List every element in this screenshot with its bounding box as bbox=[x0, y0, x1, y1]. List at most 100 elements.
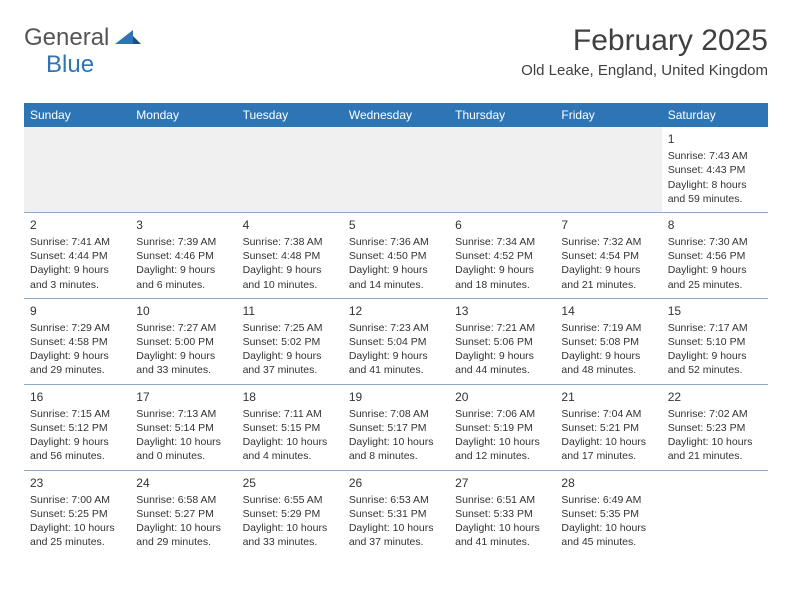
day-number: 2 bbox=[30, 217, 124, 233]
day-header: Wednesday bbox=[343, 103, 449, 127]
day-info: Sunrise: 7:32 AMSunset: 4:54 PMDaylight:… bbox=[561, 235, 655, 292]
calendar-cell bbox=[130, 127, 236, 212]
day-info: Sunrise: 7:36 AMSunset: 4:50 PMDaylight:… bbox=[349, 235, 443, 292]
day-header: Saturday bbox=[662, 103, 768, 127]
day-number: 5 bbox=[349, 217, 443, 233]
calendar-cell: 25 Sunrise: 6:55 AMSunset: 5:29 PMDayligh… bbox=[237, 470, 343, 555]
calendar-cell: 15Sunrise: 7:17 AMSunset: 5:10 PMDayligh… bbox=[662, 298, 768, 384]
calendar-cell: 8 Sunrise: 7:30 AMSunset: 4:56 PMDaylight… bbox=[662, 212, 768, 298]
day-info: Sunrise: 7:06 AMSunset: 5:19 PMDaylight:… bbox=[455, 407, 549, 464]
calendar-cell: 12Sunrise: 7:23 AMSunset: 5:04 PMDayligh… bbox=[343, 298, 449, 384]
day-info: Sunrise: 7:39 AMSunset: 4:46 PMDaylight:… bbox=[136, 235, 230, 292]
day-number: 15 bbox=[668, 303, 762, 319]
calendar-row: 1 Sunrise: 7:43 AMSunset: 4:43 PMDaylight… bbox=[24, 127, 768, 212]
logo: General bbox=[24, 24, 143, 52]
day-number: 8 bbox=[668, 217, 762, 233]
calendar-cell: 6 Sunrise: 7:34 AMSunset: 4:52 PMDaylight… bbox=[449, 212, 555, 298]
day-info: Sunrise: 7:27 AMSunset: 5:00 PMDaylight:… bbox=[136, 321, 230, 378]
calendar-body: 1 Sunrise: 7:43 AMSunset: 4:43 PMDaylight… bbox=[24, 127, 768, 555]
day-info: Sunrise: 7:21 AMSunset: 5:06 PMDaylight:… bbox=[455, 321, 549, 378]
day-info: Sunrise: 7:23 AMSunset: 5:04 PMDaylight:… bbox=[349, 321, 443, 378]
calendar-cell: 2 Sunrise: 7:41 AMSunset: 4:44 PMDaylight… bbox=[24, 212, 130, 298]
day-info: Sunrise: 7:02 AMSunset: 5:23 PMDaylight:… bbox=[668, 407, 762, 464]
calendar-cell bbox=[237, 127, 343, 212]
calendar-cell: 18 Sunrise: 7:11 AMSunset: 5:15 PMDayligh… bbox=[237, 384, 343, 470]
day-number: 22 bbox=[668, 389, 762, 405]
day-info: Sunrise: 6:51 AMSunset: 5:33 PMDaylight:… bbox=[455, 493, 549, 550]
day-info: Sunrise: 7:15 AMSunset: 5:12 PMDaylight:… bbox=[30, 407, 124, 464]
day-info: Sunrise: 7:38 AMSunset: 4:48 PMDaylight:… bbox=[243, 235, 337, 292]
day-info: Sunrise: 7:13 AMSunset: 5:14 PMDaylight:… bbox=[136, 407, 230, 464]
month-title: February 2025 bbox=[521, 24, 768, 58]
day-info: Sunrise: 7:08 AMSunset: 5:17 PMDaylight:… bbox=[349, 407, 443, 464]
day-number: 10 bbox=[136, 303, 230, 319]
calendar-cell: 14 Sunrise: 7:19 AMSunset: 5:08 PMDayligh… bbox=[555, 298, 661, 384]
day-number: 11 bbox=[243, 303, 337, 319]
calendar-cell: 10 Sunrise: 7:27 AMSunset: 5:00 PMDayligh… bbox=[130, 298, 236, 384]
logo-text-general: General bbox=[24, 24, 109, 52]
day-number: 16 bbox=[30, 389, 124, 405]
day-number: 27 bbox=[455, 475, 549, 491]
calendar-cell: 5 Sunrise: 7:36 AMSunset: 4:50 PMDaylight… bbox=[343, 212, 449, 298]
calendar-row: 9 Sunrise: 7:29 AMSunset: 4:58 PMDaylight… bbox=[24, 298, 768, 384]
calendar-cell: 1 Sunrise: 7:43 AMSunset: 4:43 PMDaylight… bbox=[662, 127, 768, 212]
day-info: Sunrise: 7:34 AMSunset: 4:52 PMDaylight:… bbox=[455, 235, 549, 292]
day-number: 3 bbox=[136, 217, 230, 233]
day-info: Sunrise: 6:55 AMSunset: 5:29 PMDaylight:… bbox=[243, 493, 337, 550]
calendar-cell bbox=[555, 127, 661, 212]
day-number: 7 bbox=[561, 217, 655, 233]
day-number: 18 bbox=[243, 389, 337, 405]
location: Old Leake, England, United Kingdom bbox=[521, 62, 768, 79]
day-number: 23 bbox=[30, 475, 124, 491]
day-number: 6 bbox=[455, 217, 549, 233]
calendar-row: 23 Sunrise: 7:00 AMSunset: 5:25 PMDayligh… bbox=[24, 470, 768, 555]
day-info: Sunrise: 7:43 AMSunset: 4:43 PMDaylight:… bbox=[668, 149, 762, 206]
day-info: Sunrise: 6:49 AMSunset: 5:35 PMDaylight:… bbox=[561, 493, 655, 550]
calendar-cell: 11 Sunrise: 7:25 AMSunset: 5:02 PMDayligh… bbox=[237, 298, 343, 384]
day-number: 13 bbox=[455, 303, 549, 319]
day-number: 25 bbox=[243, 475, 337, 491]
title-block: February 2025 Old Leake, England, United… bbox=[521, 24, 768, 79]
calendar-cell: 27 Sunrise: 6:51 AMSunset: 5:33 PMDayligh… bbox=[449, 470, 555, 555]
calendar-row: 16 Sunrise: 7:15 AMSunset: 5:12 PMDayligh… bbox=[24, 384, 768, 470]
day-info: Sunrise: 7:11 AMSunset: 5:15 PMDaylight:… bbox=[243, 407, 337, 464]
day-info: Sunrise: 7:19 AMSunset: 5:08 PMDaylight:… bbox=[561, 321, 655, 378]
day-header: Monday bbox=[130, 103, 236, 127]
calendar-cell: 20 Sunrise: 7:06 AMSunset: 5:19 PMDayligh… bbox=[449, 384, 555, 470]
calendar-cell: 21 Sunrise: 7:04 AMSunset: 5:21 PMDayligh… bbox=[555, 384, 661, 470]
day-number: 4 bbox=[243, 217, 337, 233]
day-number: 28 bbox=[561, 475, 655, 491]
calendar-cell: 4 Sunrise: 7:38 AMSunset: 4:48 PMDaylight… bbox=[237, 212, 343, 298]
calendar-cell bbox=[343, 127, 449, 212]
day-info: Sunrise: 7:25 AMSunset: 5:02 PMDaylight:… bbox=[243, 321, 337, 378]
calendar-cell: 28 Sunrise: 6:49 AMSunset: 5:35 PMDayligh… bbox=[555, 470, 661, 555]
day-info: Sunrise: 7:00 AMSunset: 5:25 PMDaylight:… bbox=[30, 493, 124, 550]
day-info: Sunrise: 7:29 AMSunset: 4:58 PMDaylight:… bbox=[30, 321, 124, 378]
calendar-cell: 26Sunrise: 6:53 AMSunset: 5:31 PMDayligh… bbox=[343, 470, 449, 555]
calendar-cell: 16 Sunrise: 7:15 AMSunset: 5:12 PMDayligh… bbox=[24, 384, 130, 470]
calendar-row: 2 Sunrise: 7:41 AMSunset: 4:44 PMDaylight… bbox=[24, 212, 768, 298]
day-info: Sunrise: 7:30 AMSunset: 4:56 PMDaylight:… bbox=[668, 235, 762, 292]
calendar-table: SundayMondayTuesdayWednesdayThursdayFrid… bbox=[24, 103, 768, 555]
calendar-cell: 19Sunrise: 7:08 AMSunset: 5:17 PMDayligh… bbox=[343, 384, 449, 470]
calendar-cell bbox=[662, 470, 768, 555]
day-info: Sunrise: 7:04 AMSunset: 5:21 PMDaylight:… bbox=[561, 407, 655, 464]
day-number: 1 bbox=[668, 131, 762, 147]
day-number: 21 bbox=[561, 389, 655, 405]
calendar-cell bbox=[24, 127, 130, 212]
day-header: Friday bbox=[555, 103, 661, 127]
calendar-cell: 17 Sunrise: 7:13 AMSunset: 5:14 PMDayligh… bbox=[130, 384, 236, 470]
day-header: Thursday bbox=[449, 103, 555, 127]
day-info: Sunrise: 6:53 AMSunset: 5:31 PMDaylight:… bbox=[349, 493, 443, 550]
calendar-cell: 7 Sunrise: 7:32 AMSunset: 4:54 PMDaylight… bbox=[555, 212, 661, 298]
calendar-head: SundayMondayTuesdayWednesdayThursdayFrid… bbox=[24, 103, 768, 127]
day-number: 14 bbox=[561, 303, 655, 319]
day-info: Sunrise: 7:41 AMSunset: 4:44 PMDaylight:… bbox=[30, 235, 124, 292]
day-number: 20 bbox=[455, 389, 549, 405]
day-number: 24 bbox=[136, 475, 230, 491]
calendar-cell: 13 Sunrise: 7:21 AMSunset: 5:06 PMDayligh… bbox=[449, 298, 555, 384]
calendar-cell: 24Sunrise: 6:58 AMSunset: 5:27 PMDayligh… bbox=[130, 470, 236, 555]
day-number: 17 bbox=[136, 389, 230, 405]
day-header: Tuesday bbox=[237, 103, 343, 127]
day-number: 9 bbox=[30, 303, 124, 319]
